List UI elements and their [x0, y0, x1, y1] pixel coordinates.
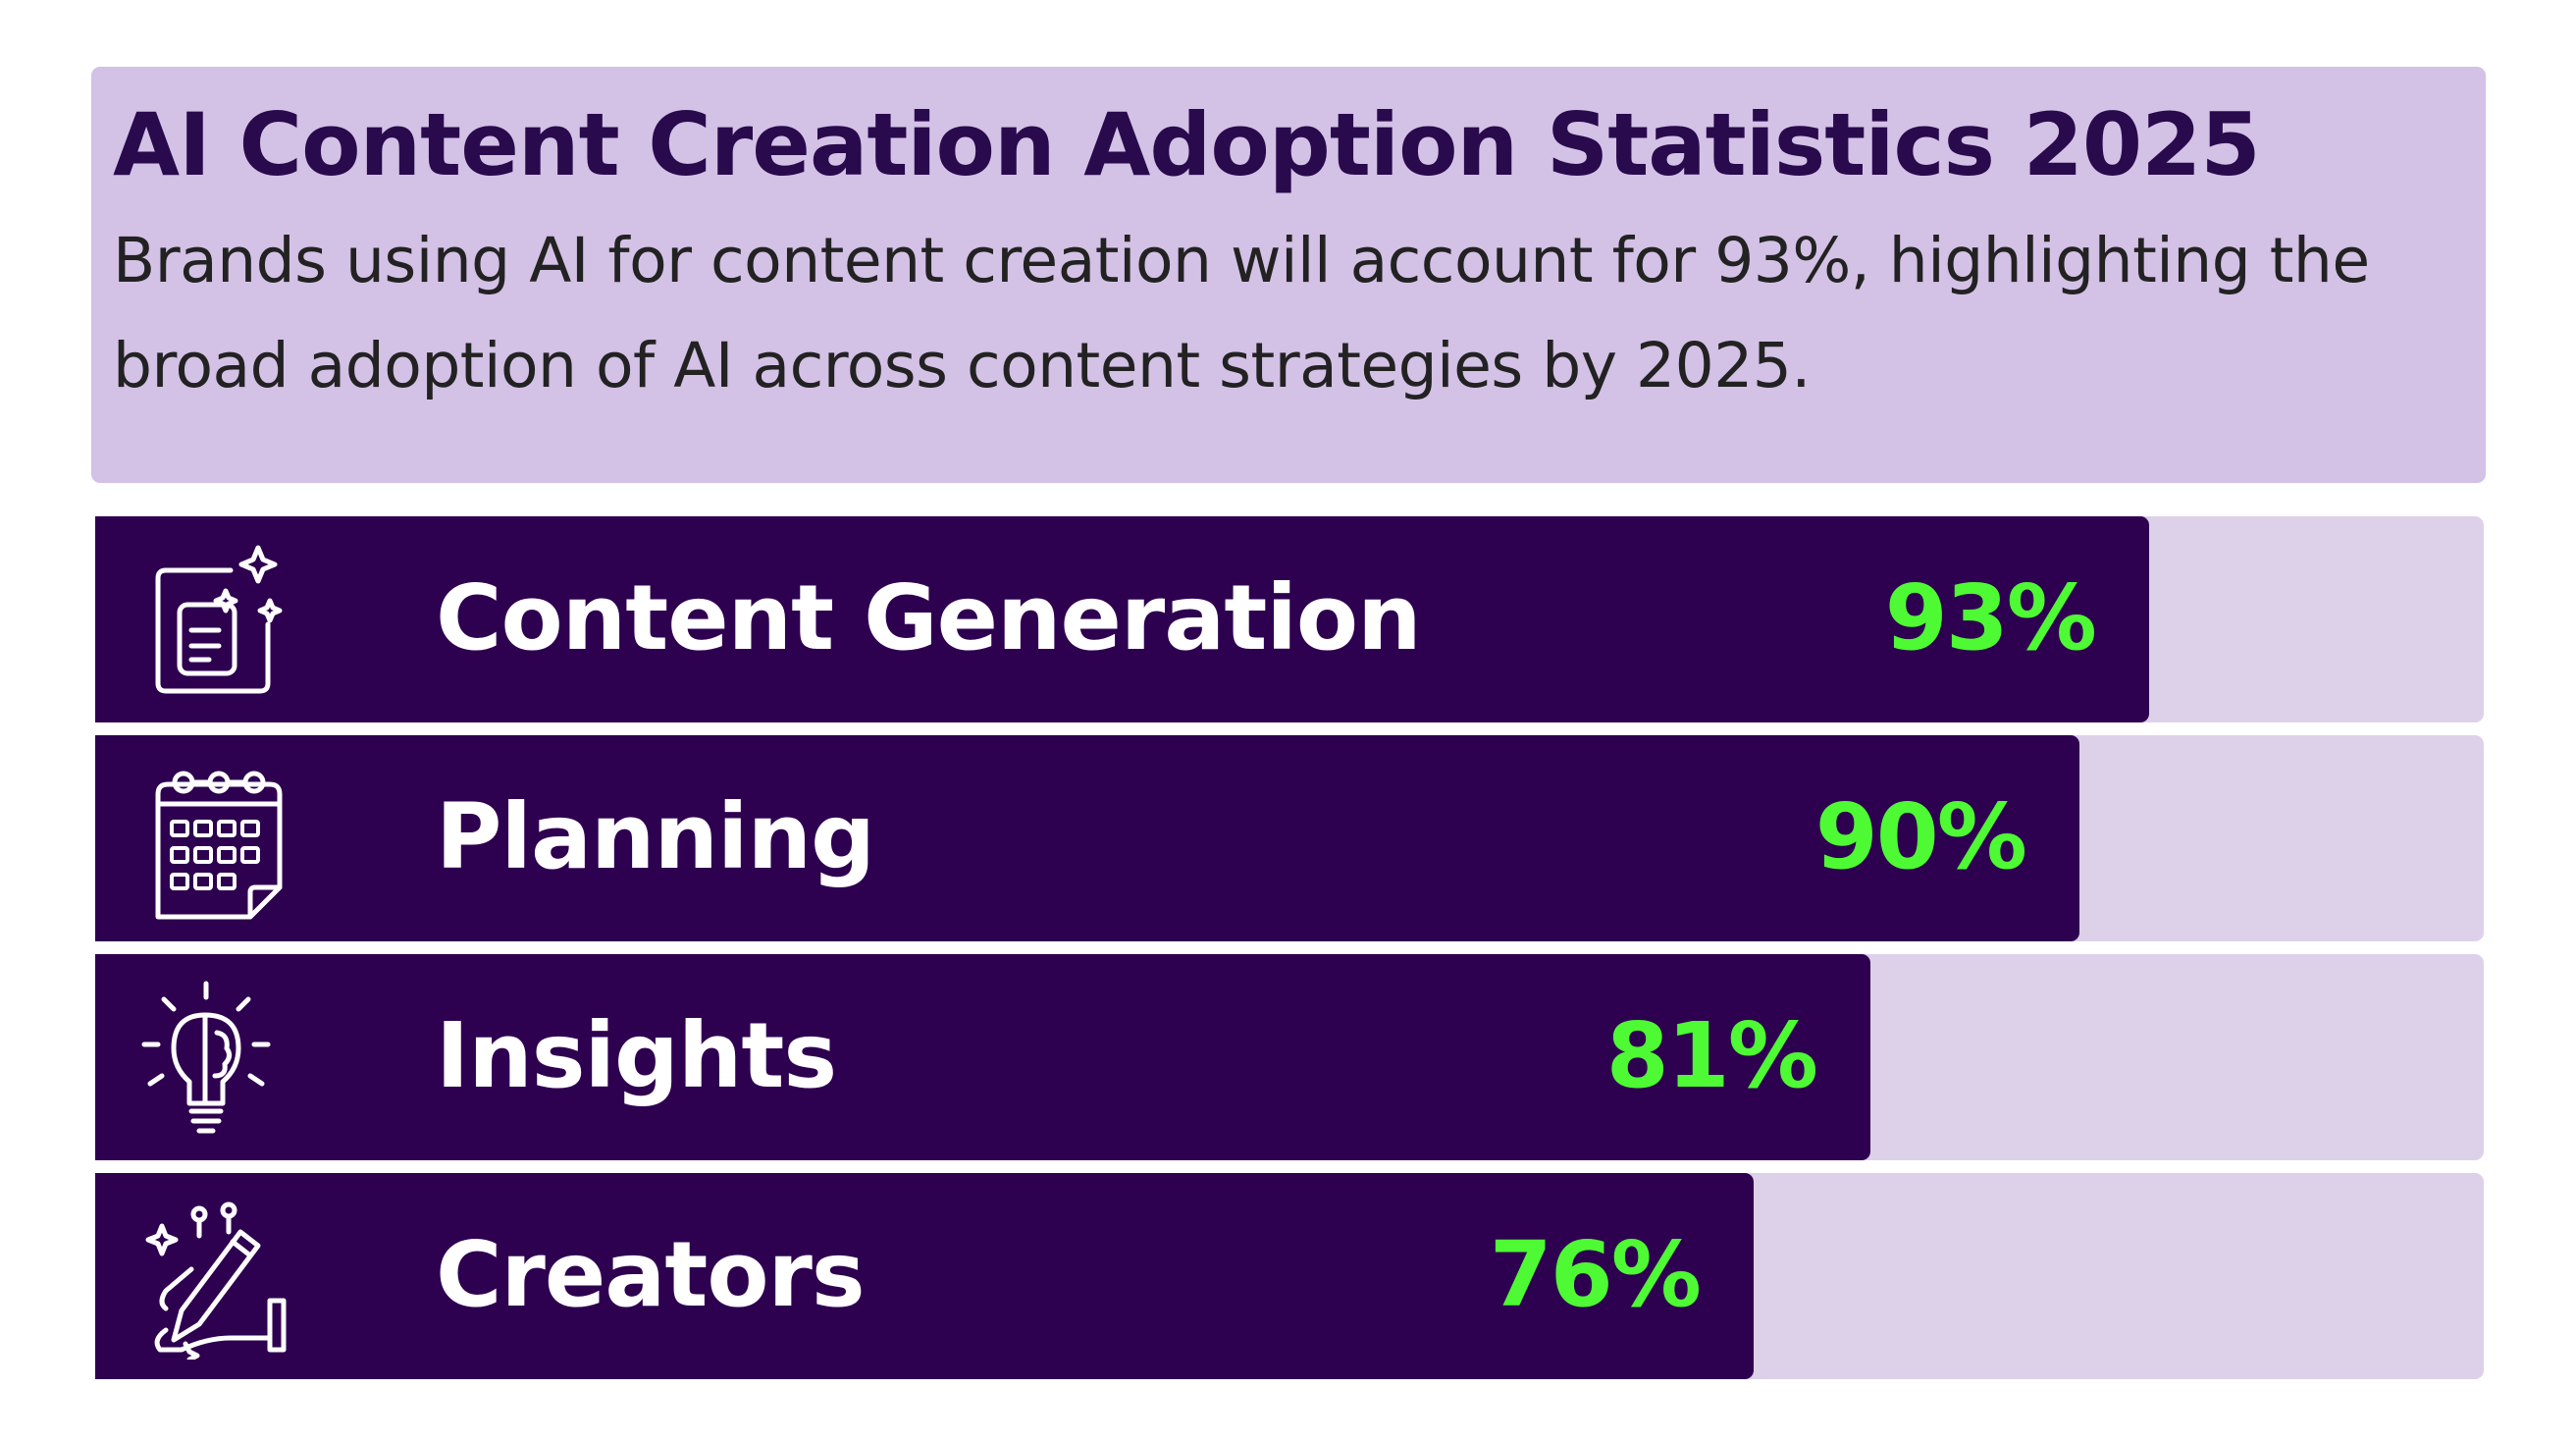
bar [95, 735, 2079, 941]
lightbulb-brain-icon [123, 974, 289, 1141]
calendar-icon [123, 755, 289, 922]
value-label: 81% [1605, 1003, 1818, 1108]
category-label: Creators [436, 1222, 866, 1327]
category-label: Insights [436, 1003, 837, 1108]
category-label: Planning [436, 784, 875, 889]
bar [95, 516, 2149, 722]
bar [95, 954, 1870, 1160]
value-label: 76% [1489, 1222, 1702, 1327]
value-label: 93% [1884, 565, 2097, 670]
bar [95, 1173, 1754, 1379]
category-label: Content Generation [436, 565, 1422, 670]
hand-pencil-icon [123, 1193, 289, 1362]
document-sparkle-icon [123, 536, 289, 703]
chart-subtitle: Brands using AI for content creation wil… [113, 225, 2370, 401]
header-panel: AI Content Creation Adoption Statistics … [91, 67, 2486, 483]
value-label: 90% [1814, 784, 2027, 889]
chart-title: AI Content Creation Adoption Statistics … [113, 94, 2261, 195]
